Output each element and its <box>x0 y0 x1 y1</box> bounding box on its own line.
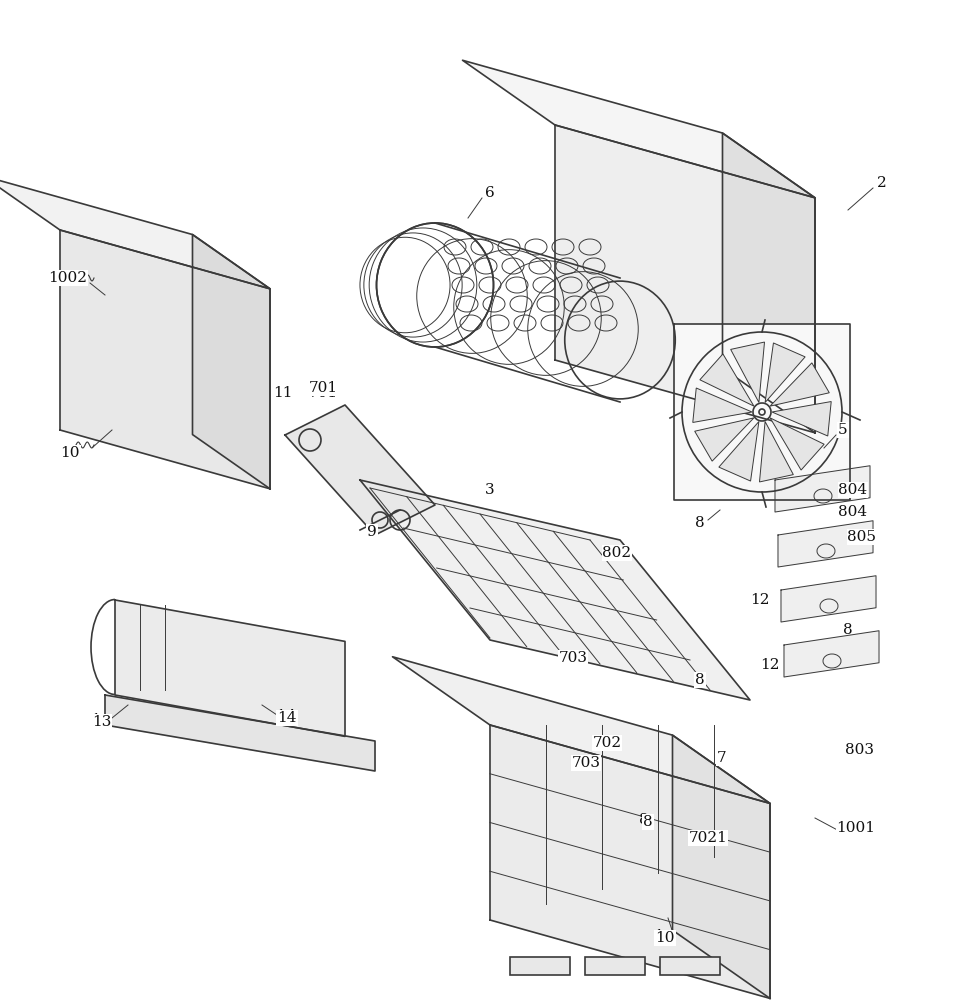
Text: 13: 13 <box>92 715 112 729</box>
Text: 14: 14 <box>278 711 297 725</box>
Polygon shape <box>462 60 815 198</box>
Text: 12: 12 <box>760 658 780 672</box>
Text: 703: 703 <box>572 756 600 770</box>
Polygon shape <box>0 176 270 289</box>
Text: 14: 14 <box>277 710 298 726</box>
Text: 7: 7 <box>718 751 727 765</box>
Text: 6: 6 <box>485 184 495 202</box>
Polygon shape <box>285 405 435 535</box>
Text: 8: 8 <box>843 623 853 637</box>
Polygon shape <box>692 388 752 422</box>
Text: 6: 6 <box>486 186 495 200</box>
Text: 12: 12 <box>751 593 770 607</box>
Text: 13: 13 <box>91 714 113 730</box>
Text: 5: 5 <box>838 422 849 438</box>
Text: 804: 804 <box>838 483 867 497</box>
Text: 5: 5 <box>838 423 848 437</box>
Polygon shape <box>60 230 270 489</box>
Text: 2: 2 <box>877 176 887 190</box>
Text: 702: 702 <box>592 736 621 750</box>
Polygon shape <box>674 324 850 500</box>
Text: 12: 12 <box>751 593 770 607</box>
Polygon shape <box>770 418 824 470</box>
Polygon shape <box>694 418 753 461</box>
Polygon shape <box>770 363 829 406</box>
Polygon shape <box>105 695 375 771</box>
Text: 7: 7 <box>716 751 724 765</box>
Text: 701: 701 <box>309 386 338 400</box>
Polygon shape <box>759 422 793 482</box>
Text: 2: 2 <box>875 174 886 192</box>
Text: 805: 805 <box>848 530 877 544</box>
Text: 804: 804 <box>838 505 867 519</box>
Text: 703: 703 <box>558 651 587 665</box>
Text: 1001: 1001 <box>836 821 876 835</box>
Polygon shape <box>392 657 770 803</box>
Text: 703: 703 <box>572 756 600 770</box>
Polygon shape <box>772 402 831 436</box>
Bar <box>510 957 570 975</box>
Text: 802: 802 <box>602 546 631 560</box>
Polygon shape <box>778 521 873 567</box>
Polygon shape <box>775 466 870 512</box>
Text: 8: 8 <box>643 815 653 829</box>
Polygon shape <box>765 343 805 402</box>
Text: 804: 804 <box>838 505 867 519</box>
Polygon shape <box>115 600 345 736</box>
Polygon shape <box>722 133 815 433</box>
Polygon shape <box>700 354 753 406</box>
Text: 805: 805 <box>848 530 877 544</box>
Polygon shape <box>490 725 770 998</box>
Text: 12: 12 <box>760 658 780 672</box>
Text: 11: 11 <box>273 386 292 400</box>
Text: 10: 10 <box>655 931 675 945</box>
Text: 8: 8 <box>695 516 705 530</box>
Text: 802: 802 <box>602 546 631 560</box>
Bar <box>585 957 645 975</box>
Text: 10: 10 <box>59 444 81 462</box>
Text: 703: 703 <box>558 651 587 665</box>
Polygon shape <box>555 125 815 433</box>
Text: 803: 803 <box>846 743 875 757</box>
Polygon shape <box>673 735 770 998</box>
Text: 8: 8 <box>695 673 705 687</box>
Polygon shape <box>781 576 876 622</box>
Polygon shape <box>730 342 764 402</box>
Text: 702: 702 <box>592 736 621 750</box>
Polygon shape <box>360 480 750 700</box>
Bar <box>660 957 720 975</box>
Text: 9: 9 <box>367 525 377 539</box>
Text: 701: 701 <box>309 381 338 395</box>
Text: 3: 3 <box>486 483 495 497</box>
Text: 7021: 7021 <box>688 831 727 845</box>
Text: 7021: 7021 <box>688 831 727 845</box>
Text: 9: 9 <box>367 525 377 539</box>
Text: 1002: 1002 <box>49 271 87 285</box>
Text: 8: 8 <box>639 813 649 827</box>
Polygon shape <box>192 235 270 489</box>
Polygon shape <box>784 631 879 677</box>
Text: 1001: 1001 <box>836 821 876 835</box>
Text: 804: 804 <box>838 483 867 497</box>
Text: 10: 10 <box>654 930 676 946</box>
Text: 11: 11 <box>273 386 292 400</box>
Text: 8: 8 <box>695 516 705 530</box>
Polygon shape <box>719 422 759 481</box>
Text: 10: 10 <box>60 446 80 460</box>
Text: 1002: 1002 <box>49 271 87 285</box>
Text: 803: 803 <box>846 743 875 757</box>
